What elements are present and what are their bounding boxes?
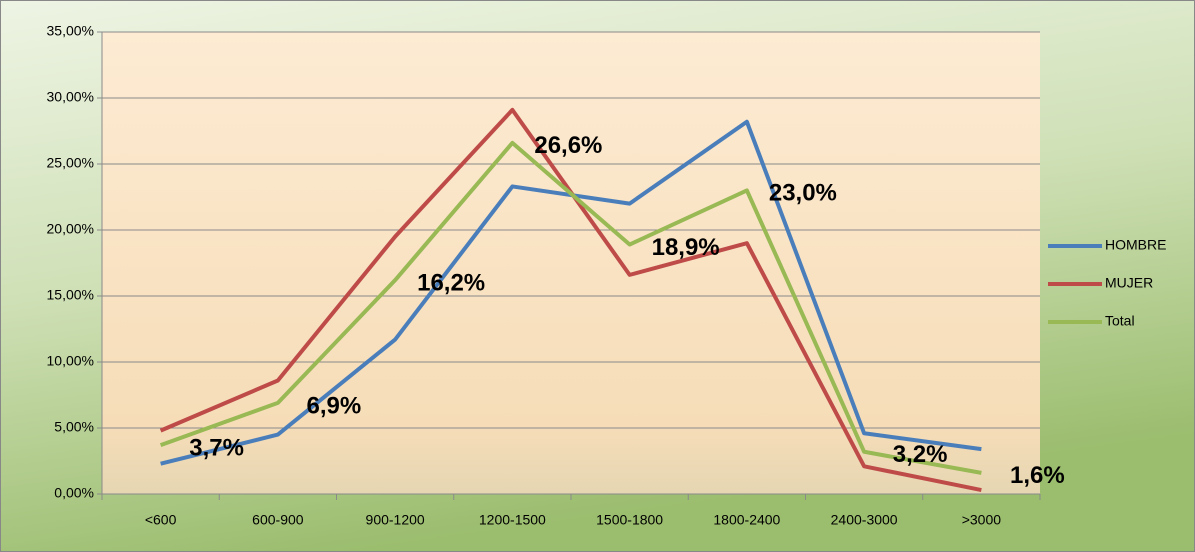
y-tick-label: 10,00% [47,353,94,369]
x-tick-label: 1200-1500 [479,512,546,528]
x-tick-label: 900-1200 [366,512,425,528]
x-tick-label: 1500-1800 [596,512,663,528]
legend-label: MUJER [1105,275,1153,291]
y-tick-label: 25,00% [47,155,94,171]
data-label: 18,9% [652,234,720,261]
y-tick-label: 0,00% [54,485,94,501]
x-tick-label: 2400-3000 [831,512,898,528]
data-label: 1,6% [1010,462,1065,489]
series-line [159,140,982,475]
data-label: 3,2% [893,441,948,468]
data-label: 3,7% [189,435,244,462]
legend-label: HOMBRE [1105,237,1166,253]
x-tick-label: 600-900 [252,512,304,528]
y-tick-label: 20,00% [47,221,94,237]
y-tick-label: 5,00% [54,419,94,435]
data-label: 26,6% [534,132,602,159]
data-label: 23,0% [769,180,837,207]
plot-area [102,32,1040,494]
x-tick-label: <600 [145,512,177,528]
x-tick-label: >3000 [962,512,1002,528]
y-tick-label: 30,00% [47,89,94,105]
y-tick-label: 35,00% [47,23,94,39]
y-tick-label: 15,00% [47,287,94,303]
x-tick-label: 1800-2400 [713,512,780,528]
data-label: 6,9% [307,392,362,419]
data-label: 16,2% [417,270,485,297]
legend-label: Total [1105,313,1135,329]
